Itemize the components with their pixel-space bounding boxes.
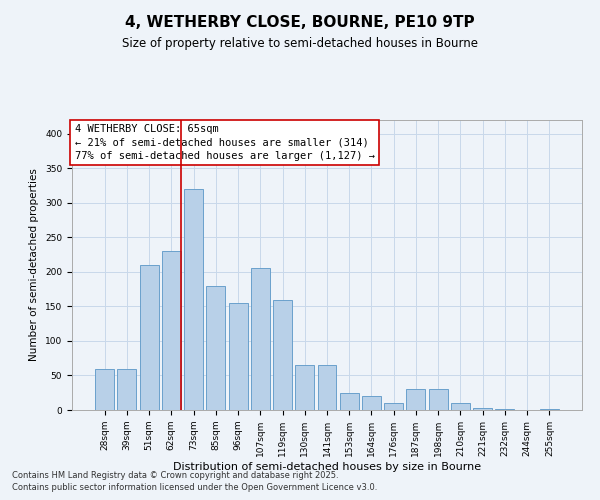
Y-axis label: Number of semi-detached properties: Number of semi-detached properties [29,168,40,362]
Text: Contains HM Land Registry data © Crown copyright and database right 2025.: Contains HM Land Registry data © Crown c… [12,471,338,480]
Bar [162,251,181,410]
Bar [317,365,337,410]
Bar [451,403,470,410]
Bar [273,300,292,410]
Bar [340,392,359,410]
Bar [251,268,270,410]
Bar [362,396,381,410]
Bar [95,368,114,410]
Bar [384,403,403,410]
Bar [429,390,448,410]
Bar [295,365,314,410]
Bar [206,286,225,410]
Bar [406,390,425,410]
Bar [118,368,136,410]
X-axis label: Distribution of semi-detached houses by size in Bourne: Distribution of semi-detached houses by … [173,462,481,471]
Text: 4 WETHERBY CLOSE: 65sqm
← 21% of semi-detached houses are smaller (314)
77% of s: 4 WETHERBY CLOSE: 65sqm ← 21% of semi-de… [74,124,374,161]
Text: Contains public sector information licensed under the Open Government Licence v3: Contains public sector information licen… [12,484,377,492]
Bar [140,265,158,410]
Text: 4, WETHERBY CLOSE, BOURNE, PE10 9TP: 4, WETHERBY CLOSE, BOURNE, PE10 9TP [125,15,475,30]
Bar [184,189,203,410]
Bar [473,408,492,410]
Text: Size of property relative to semi-detached houses in Bourne: Size of property relative to semi-detach… [122,38,478,51]
Bar [229,303,248,410]
